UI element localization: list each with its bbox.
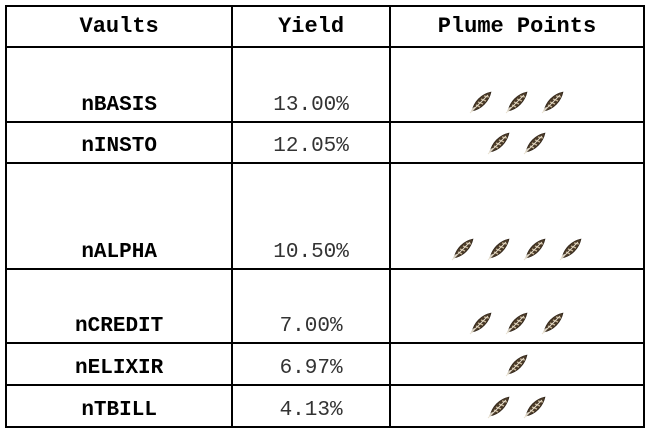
table-body: nBASIS 13.00% nINSTO 12.05% nALPHA 10.50% nCRE… xyxy=(4,46,646,428)
plume-feather xyxy=(487,238,510,261)
vault-table: Vaults Yield Plume Points nBASIS 13.00% nI… xyxy=(4,5,646,428)
table-row: nINSTO 12.05% xyxy=(4,121,646,164)
plume-feather xyxy=(469,312,492,335)
vault-name: nCREDIT xyxy=(4,268,234,344)
vault-name: nTBILL xyxy=(4,384,234,428)
yield-value: 13.00% xyxy=(231,46,391,123)
yield-value: 6.97% xyxy=(231,342,391,386)
header-cell: Plume Points xyxy=(388,5,646,48)
header-cell: Vaults xyxy=(4,5,234,48)
yield-value: 10.50% xyxy=(231,162,391,270)
plume-feather xyxy=(451,238,474,261)
plume-feather xyxy=(469,91,492,114)
plume-points xyxy=(388,162,646,270)
plume-feather xyxy=(523,396,546,419)
plume-points xyxy=(388,268,646,344)
plume-feather xyxy=(541,91,564,114)
plume-feather xyxy=(505,354,528,377)
vault-name: nELIXIR xyxy=(4,342,234,386)
plume-feather xyxy=(523,132,546,155)
table-row: nCREDIT 7.00% xyxy=(4,268,646,344)
plume-points xyxy=(388,46,646,123)
plume-feather xyxy=(505,91,528,114)
plume-points xyxy=(388,384,646,428)
table-row: nTBILL 4.13% xyxy=(4,384,646,428)
vault-name: nINSTO xyxy=(4,121,234,164)
yield-value: 12.05% xyxy=(231,121,391,164)
plume-feather xyxy=(487,396,510,419)
header-row: Vaults Yield Plume Points xyxy=(4,5,646,48)
table-row: nELIXIR 6.97% xyxy=(4,342,646,386)
plume-points xyxy=(388,121,646,164)
table-row: nALPHA 10.50% xyxy=(4,162,646,270)
header-cell: Yield xyxy=(231,5,391,48)
yield-value: 4.13% xyxy=(231,384,391,428)
plume-feather xyxy=(541,312,564,335)
plume-feather xyxy=(559,238,582,261)
table-row: nBASIS 13.00% xyxy=(4,46,646,123)
vault-name: nBASIS xyxy=(4,46,234,123)
plume-feather xyxy=(523,238,546,261)
yield-value: 7.00% xyxy=(231,268,391,344)
plume-feather xyxy=(487,132,510,155)
vault-name: nALPHA xyxy=(4,162,234,270)
plume-points xyxy=(388,342,646,386)
plume-feather xyxy=(505,312,528,335)
